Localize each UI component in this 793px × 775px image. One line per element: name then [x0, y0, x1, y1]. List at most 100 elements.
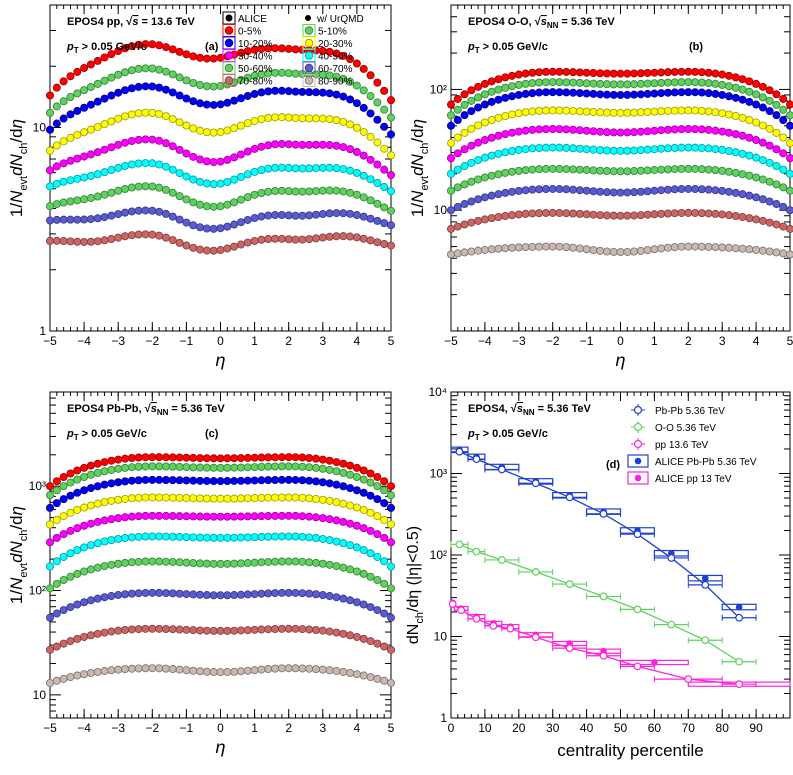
data-point [535, 185, 544, 194]
data-point [230, 494, 239, 503]
data-point [93, 594, 102, 603]
data-point [318, 210, 327, 219]
data-point [765, 247, 774, 256]
data-point [380, 240, 389, 249]
data-point [630, 167, 639, 176]
data-point [284, 163, 293, 172]
series-10-20% [446, 88, 793, 130]
data-point [230, 533, 239, 542]
data-point [508, 82, 517, 91]
data-point [575, 107, 584, 116]
data-point [230, 220, 239, 229]
data-point [141, 64, 150, 73]
data-point [100, 516, 109, 525]
data-point [352, 59, 361, 68]
data-point [86, 237, 95, 246]
pt-rest: > 0.05 GeV/c [480, 41, 548, 53]
data-point [535, 209, 544, 218]
data-point [86, 631, 95, 640]
data-point [175, 145, 184, 154]
data-point [59, 639, 68, 648]
data-point [691, 208, 700, 217]
data-point [352, 463, 361, 472]
data-point [386, 678, 395, 687]
data-point [236, 463, 245, 472]
data-point [121, 665, 130, 674]
data-point [155, 532, 164, 541]
data-point [752, 100, 761, 109]
data-point [745, 87, 754, 96]
legend-label: pp 13.6 TeV [655, 440, 709, 451]
data-point [758, 156, 767, 165]
data-point [223, 463, 232, 472]
data-point [202, 224, 211, 233]
data-point [575, 126, 584, 135]
pt-cut-label: pT > 0.05 GeV/c [66, 428, 147, 442]
data-point [107, 50, 116, 59]
data-point [386, 96, 395, 105]
data-point [46, 520, 55, 529]
data-point [718, 90, 727, 99]
alice-point [651, 659, 658, 666]
data-point [643, 69, 652, 78]
data-point [182, 453, 191, 462]
data-point [127, 136, 136, 145]
title-sub: NN [157, 408, 169, 417]
data-point [196, 53, 205, 62]
data-point [453, 165, 462, 174]
data-point [460, 90, 469, 99]
data-point [230, 476, 239, 485]
data-point [223, 244, 232, 253]
data-point [325, 465, 334, 474]
data-point [636, 79, 645, 88]
series-60-70% [46, 588, 395, 622]
data-point [602, 247, 611, 256]
data-point [663, 209, 672, 218]
data-point [127, 84, 136, 93]
data-point [380, 477, 389, 486]
data-point [250, 625, 259, 634]
data-point [114, 114, 123, 123]
data-point [182, 558, 191, 567]
data-point [141, 182, 150, 191]
data-point [161, 185, 170, 194]
data-point [366, 469, 375, 478]
x-axis-label: centrality percentile [557, 741, 703, 760]
data-point [650, 210, 659, 219]
data-point [230, 124, 239, 133]
data-point [772, 180, 781, 189]
series-30-40% [446, 125, 793, 163]
data-point [555, 242, 564, 251]
data-point [114, 210, 123, 219]
data-point [514, 80, 523, 89]
data-point [467, 247, 476, 256]
data-point [735, 613, 744, 622]
data-point [446, 100, 455, 109]
legend-marker [634, 457, 642, 465]
x-axis-label: η [616, 350, 626, 370]
data-point [52, 642, 61, 651]
data-point [189, 453, 198, 462]
data-point [521, 209, 530, 218]
x-tick-label: −2 [145, 334, 159, 348]
data-point [380, 105, 389, 114]
data-point [80, 486, 89, 495]
data-point [514, 90, 523, 99]
data-point [494, 85, 503, 94]
data-point [175, 73, 184, 82]
data-point [494, 149, 503, 158]
data-point [731, 112, 740, 121]
data-point [230, 153, 239, 162]
data-point [684, 125, 693, 134]
legend-label: 70-80% [238, 77, 273, 88]
data-point [480, 193, 489, 202]
data-point [460, 220, 469, 229]
data-point [134, 557, 143, 566]
data-point [271, 532, 280, 541]
data-point [711, 79, 720, 88]
x-tick-label: 5 [388, 721, 395, 735]
pt-cut-label: pT > 0.05 GeV/c [66, 41, 147, 55]
title-s: s [541, 16, 547, 28]
data-point [216, 246, 225, 255]
data-point [202, 82, 211, 91]
